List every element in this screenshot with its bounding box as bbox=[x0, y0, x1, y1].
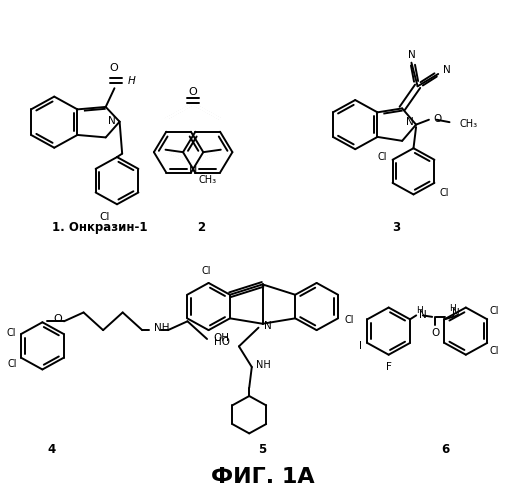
Text: O: O bbox=[189, 86, 198, 97]
Text: CH₃: CH₃ bbox=[460, 118, 478, 128]
Text: O: O bbox=[109, 64, 118, 74]
Text: ФИГ. 1А: ФИГ. 1А bbox=[211, 467, 314, 487]
Text: Cl: Cl bbox=[490, 346, 499, 356]
Text: F: F bbox=[386, 362, 391, 372]
Text: N: N bbox=[443, 65, 450, 75]
Text: 5: 5 bbox=[258, 442, 267, 456]
Text: Cl: Cl bbox=[440, 188, 449, 198]
Text: CH₃: CH₃ bbox=[198, 174, 216, 184]
Text: 3: 3 bbox=[392, 222, 400, 234]
Text: Cl: Cl bbox=[99, 212, 110, 222]
Text: OH: OH bbox=[213, 332, 229, 342]
Text: Cl: Cl bbox=[490, 306, 499, 316]
Text: N: N bbox=[108, 116, 115, 126]
Text: H: H bbox=[449, 304, 455, 312]
Text: O: O bbox=[433, 114, 441, 124]
Text: HO: HO bbox=[214, 338, 230, 347]
Text: O: O bbox=[54, 314, 62, 324]
Text: NH: NH bbox=[256, 360, 271, 370]
Text: Cl: Cl bbox=[344, 316, 354, 326]
Text: Cl: Cl bbox=[378, 152, 387, 162]
Text: Cl: Cl bbox=[201, 266, 211, 276]
Text: N: N bbox=[408, 50, 416, 60]
Text: 6: 6 bbox=[441, 442, 450, 456]
Text: N: N bbox=[406, 117, 413, 127]
Text: N: N bbox=[189, 166, 198, 176]
Text: N: N bbox=[264, 321, 272, 331]
Text: I: I bbox=[359, 341, 362, 351]
Text: H: H bbox=[128, 76, 136, 86]
Text: N: N bbox=[419, 310, 427, 320]
Text: Cl: Cl bbox=[7, 359, 17, 369]
Text: 1. Онкразин-1: 1. Онкразин-1 bbox=[52, 222, 147, 234]
Text: NH: NH bbox=[154, 322, 169, 332]
Text: H: H bbox=[416, 306, 423, 315]
Text: Cl: Cl bbox=[6, 328, 16, 338]
Text: 4: 4 bbox=[48, 442, 56, 456]
Text: N: N bbox=[452, 308, 460, 318]
Text: O: O bbox=[432, 328, 440, 338]
Text: 2: 2 bbox=[197, 222, 205, 234]
